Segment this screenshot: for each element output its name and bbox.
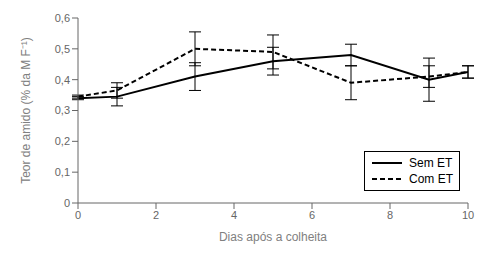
svg-text:0,2: 0,2 — [55, 135, 70, 147]
html-text:Com ET: Com ET — [409, 172, 453, 186]
svg-text:0,3: 0,3 — [55, 104, 70, 116]
svg-text:0,5: 0,5 — [55, 43, 70, 55]
svg-text:Teor de amido (% da M F⁻¹): Teor de amido (% da M F⁻¹) — [19, 37, 33, 184]
svg-text:10: 10 — [462, 209, 474, 221]
svg-text:0: 0 — [75, 209, 81, 221]
svg-text:Dias após a colheita: Dias após a colheita — [219, 230, 327, 244]
svg-text:0: 0 — [64, 197, 70, 209]
svg-text:6: 6 — [309, 209, 315, 221]
svg-text:4: 4 — [231, 209, 237, 221]
svg-text:2: 2 — [153, 209, 159, 221]
svg-text:8: 8 — [387, 209, 393, 221]
svg-text:0,6: 0,6 — [55, 12, 70, 24]
svg-text:0,4: 0,4 — [55, 74, 70, 86]
svg-text:0,1: 0,1 — [55, 166, 70, 178]
html-text:Sem ET: Sem ET — [409, 156, 453, 170]
